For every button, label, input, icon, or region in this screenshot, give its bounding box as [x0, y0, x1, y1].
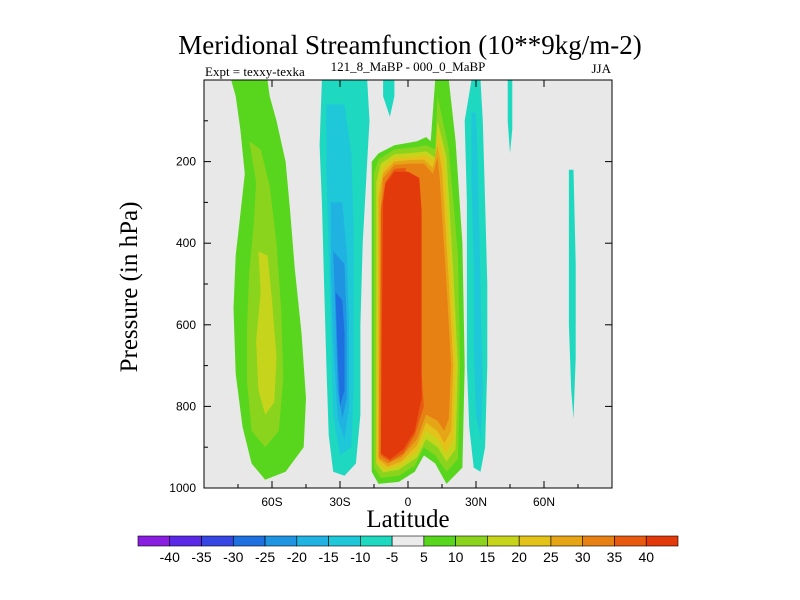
colorbar-swatch — [487, 535, 520, 547]
colorbar-label: 10 — [448, 549, 464, 565]
colorbar-swatch — [201, 535, 234, 547]
contour-fills — [231, 80, 576, 484]
colorbar-label: -15 — [318, 549, 338, 565]
contour-ferrel-nh-2 — [471, 112, 483, 439]
x-axis-label: Latitude — [366, 506, 449, 533]
colorbar-swatch — [296, 535, 329, 547]
y-tick-label: 600 — [176, 318, 196, 332]
contour-hadley-40 — [380, 171, 422, 460]
colorbar-label: -35 — [191, 549, 211, 565]
colorbar: -40 -35 -30 -25 -20 -15 -10 -5 5 10 15 20 25 30 35 40 — [137, 535, 679, 565]
x-tick-label: 30S — [329, 495, 350, 509]
colorbar-swatch — [264, 535, 298, 547]
colorbar-label: 35 — [607, 549, 623, 565]
colorbar-swatch — [137, 535, 171, 547]
y-tick-label: 800 — [176, 399, 196, 413]
colorbar-label: -30 — [223, 549, 243, 565]
colorbar-swatch — [169, 535, 202, 547]
colorbar-label: 30 — [575, 549, 591, 565]
colorbar-swatch — [232, 535, 266, 547]
x-tick-label: 60N — [533, 495, 555, 509]
colorbar-swatch — [614, 535, 647, 547]
colorbar-label: 15 — [480, 549, 496, 565]
contour-st-band-5 — [335, 292, 345, 407]
colorbar-label: 40 — [638, 549, 654, 565]
colorbar-label: -20 — [287, 549, 307, 565]
y-axis-label: Pressure (in hPa) — [116, 202, 143, 373]
x-tick-label: 0 — [405, 495, 412, 509]
comparison-label: 121_8_MaBP - 000_0_MaBP — [331, 59, 486, 74]
contour-nh-strip-45 — [507, 80, 513, 154]
experiment-label: Expt = texxy-texka — [205, 64, 305, 79]
colorbar-swatch — [582, 535, 615, 547]
y-tick-label: 200 — [176, 155, 196, 169]
colorbar-swatch — [360, 535, 393, 547]
y-axis-ticks: 200 400 600 800 1000 — [169, 120, 612, 495]
colorbar-swatch — [550, 535, 584, 547]
colorbar-swatch — [391, 535, 425, 547]
colorbar-swatch — [423, 535, 456, 547]
y-tick-label: 1000 — [169, 481, 196, 495]
season-label: JJA — [591, 61, 611, 76]
colorbar-swatch — [455, 535, 488, 547]
colorbar-label: 5 — [420, 549, 428, 565]
x-axis-ticks: 60S 30S 0 30N 60N — [237, 80, 579, 509]
colorbar-label: -25 — [255, 549, 275, 565]
contour-nh-strip-72 — [568, 169, 576, 419]
colorbar-label: 20 — [511, 549, 527, 565]
x-tick-label: 60S — [261, 495, 282, 509]
contour-sh-cell-core — [256, 251, 277, 415]
y-tick-label: 400 — [176, 236, 196, 250]
chart-title: Meridional Streamfunction (10**9kg/m-2) — [178, 30, 641, 60]
colorbar-label: -10 — [350, 549, 370, 565]
colorbar-label: -5 — [386, 549, 399, 565]
colorbar-swatch — [645, 535, 679, 547]
x-tick-label: 30N — [465, 495, 487, 509]
colorbar-swatch — [518, 535, 552, 547]
colorbar-label: 25 — [543, 549, 559, 565]
colorbar-label: -40 — [160, 549, 180, 565]
colorbar-swatch — [328, 535, 361, 547]
contour-st-strip-upper — [383, 80, 395, 117]
